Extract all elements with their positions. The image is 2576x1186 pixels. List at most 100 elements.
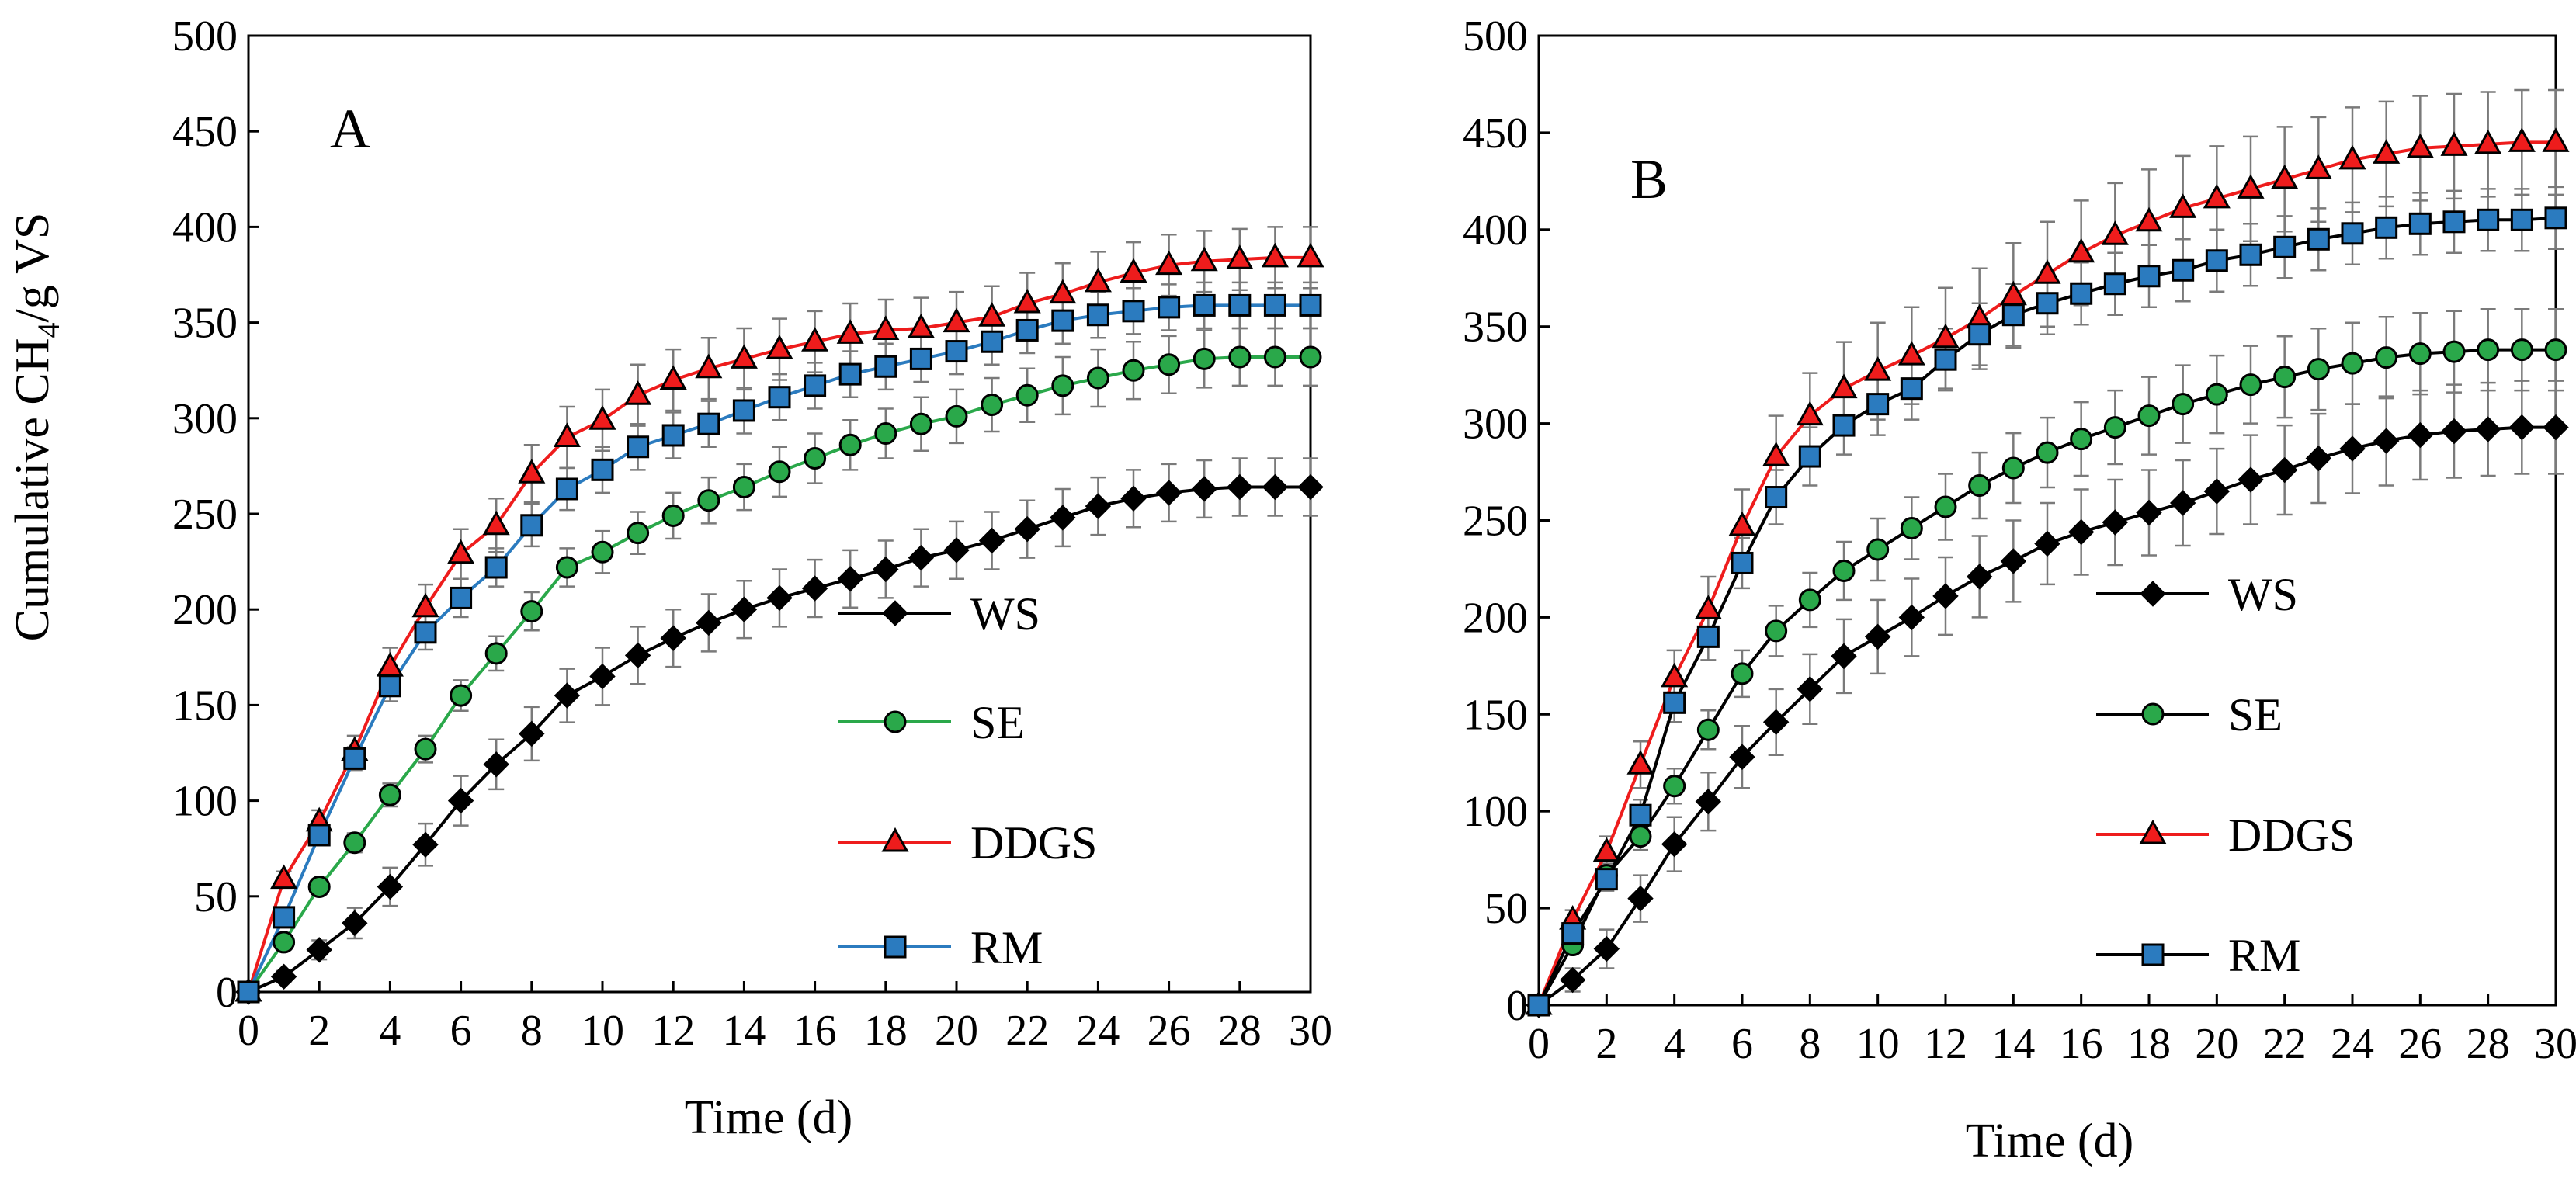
rm-data-point — [1798, 445, 1821, 468]
se-data-point — [1299, 345, 1322, 369]
se-data-point — [874, 422, 897, 446]
ws-data-point — [1661, 831, 1688, 858]
y-tick-label: 200 — [172, 586, 238, 634]
se-data-point — [2001, 456, 2025, 480]
x-tick-label: 18 — [2127, 1020, 2171, 1068]
rm-data-point — [1051, 309, 1074, 332]
rm-data-point — [1299, 293, 1322, 317]
y-tick-label: 400 — [172, 203, 238, 251]
rm-data-point — [2510, 208, 2533, 231]
rm-data-point — [1561, 922, 1585, 945]
ws-data-point — [1014, 516, 1040, 543]
y-tick-label: 500 — [1463, 12, 1528, 61]
ws-data-point — [660, 625, 686, 651]
rm-data-point — [1228, 293, 1252, 317]
rm-data-point — [627, 435, 650, 459]
legend-entry-ddgs: DDGS — [2096, 810, 2355, 861]
rm-data-point — [2001, 303, 2025, 327]
ws-data-point — [2034, 530, 2060, 557]
ws-data-point — [908, 544, 935, 571]
ws-data-point — [2474, 416, 2501, 442]
y-tick-label: 0 — [216, 969, 238, 1017]
ddgs-data-point — [801, 327, 829, 352]
rm-data-point — [1968, 323, 1991, 346]
rm-data-point — [1696, 625, 1720, 648]
ws-data-point — [943, 537, 970, 564]
panel-a-plot-frame — [247, 34, 1312, 994]
ddgs-data-point — [695, 353, 723, 379]
se-data-point — [414, 737, 437, 761]
legend-marker-rm — [884, 935, 907, 959]
ws-data-point — [2169, 490, 2196, 516]
rm-data-point — [555, 477, 578, 501]
ddgs-data-point — [411, 592, 439, 618]
ws-data-point — [2000, 548, 2027, 574]
x-tick-label: 14 — [1991, 1020, 2035, 1068]
x-tick-label: 20 — [935, 1007, 978, 1055]
x-tick-label: 24 — [2331, 1020, 2374, 1068]
ws-data-point — [1050, 505, 1076, 531]
ws-data-point — [801, 575, 828, 602]
ddgs-data-point — [978, 302, 1006, 327]
ddgs-data-point — [2135, 206, 2163, 232]
se-data-point — [1832, 559, 1856, 582]
se-data-point — [1051, 374, 1074, 397]
ws-data-point — [589, 663, 616, 690]
ws-data-point — [1932, 583, 1959, 609]
ws-data-point — [1262, 473, 1289, 501]
panel-b-legend: WS SE DDGS RM — [2096, 569, 2355, 981]
se-data-point — [2273, 366, 2297, 389]
legend-label-rm: RM — [970, 922, 1043, 973]
y-tick-label: 300 — [172, 395, 238, 443]
x-tick-label: 4 — [1664, 1020, 1686, 1068]
y-axis-title-suffix: /g VS — [6, 213, 59, 323]
se-data-point — [1193, 347, 1216, 370]
ws-data-point — [1797, 676, 1824, 702]
y-tick-label: 200 — [1463, 594, 1528, 642]
se-data-point — [2103, 416, 2126, 439]
legend-marker-ddgs — [881, 827, 909, 852]
se-data-point — [838, 433, 862, 456]
legend-entry-ws: WS — [838, 588, 1040, 640]
se-data-point — [1158, 353, 1181, 376]
se-data-point — [2510, 338, 2533, 362]
rm-data-point — [1832, 414, 1856, 437]
ddgs-data-point — [518, 459, 546, 484]
legend-label-ddgs: DDGS — [2228, 810, 2355, 861]
ddgs-data-point — [1084, 267, 1112, 293]
ddgs-data-point — [1155, 250, 1183, 276]
rm-data-point — [697, 412, 720, 435]
rm-series-line — [1537, 216, 2557, 1006]
ws-data-point — [978, 527, 1005, 554]
ddgs-data-point — [1762, 441, 1790, 466]
ws-data-point — [1227, 473, 1253, 501]
rm-data-point — [2375, 216, 2398, 239]
legend-entry-ddgs: DDGS — [838, 817, 1097, 869]
ws-data-point — [483, 751, 509, 778]
rm-data-point — [2307, 227, 2330, 251]
y-axis-title: Cumulative CH4/g VS — [6, 213, 66, 642]
rm-data-point — [874, 355, 897, 378]
legend-marker-rm — [2141, 943, 2165, 966]
rm-data-point — [1765, 486, 1788, 509]
ddgs-data-point — [2338, 144, 2366, 170]
x-tick-label: 2 — [308, 1007, 330, 1055]
se-data-point — [484, 642, 508, 665]
y-tick-label: 500 — [172, 12, 238, 61]
rm-data-point — [1193, 293, 1216, 317]
x-tick-label: 4 — [379, 1007, 401, 1055]
ddgs-data-point — [270, 864, 298, 890]
ws-data-point — [519, 720, 545, 747]
legend-marker-se — [2141, 702, 2165, 726]
ddgs-data-point — [1728, 511, 1756, 536]
ws-data-point — [2441, 418, 2467, 445]
ws-data-point — [377, 873, 404, 900]
ws-data-point — [696, 609, 722, 636]
rm-data-point — [1086, 303, 1109, 327]
rm-data-point — [2137, 265, 2161, 288]
x-tick-label: 0 — [238, 1007, 259, 1055]
panel-a-legend: WS SE DDGS RM — [838, 588, 1097, 973]
ws-data-point — [2271, 456, 2298, 484]
se-data-point — [2442, 340, 2466, 363]
